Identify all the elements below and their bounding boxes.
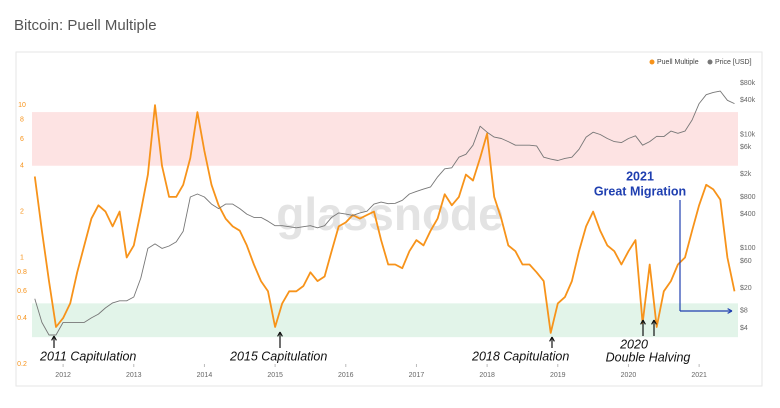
x-tick-label: 2014 <box>197 372 213 379</box>
x-tick-label: 2016 <box>338 372 354 379</box>
watermark: glassnode <box>276 188 504 240</box>
x-tick-label: 2018 <box>479 372 495 379</box>
y-tick-label: 0.4 <box>17 315 27 322</box>
legend-swatch <box>649 59 655 65</box>
y-tick-label: 0.6 <box>17 288 27 295</box>
y2-tick-label: $800 <box>740 194 756 201</box>
x-tick-label: 2017 <box>409 372 425 379</box>
y2-tick-label: $100 <box>740 245 756 252</box>
chart-title: Bitcoin: Puell Multiple <box>14 17 157 34</box>
zone-band <box>32 112 738 166</box>
y2-tick-label: $4 <box>740 325 748 332</box>
arrow-head <box>51 335 57 341</box>
arrow-head <box>549 336 555 342</box>
legend-label: Puell Multiple <box>657 59 699 66</box>
x-tick-label: 2020 <box>621 372 637 379</box>
annotation: 2015 Capitulation <box>229 349 327 363</box>
x-tick-label: 2021 <box>691 372 707 379</box>
annotation: 2020 <box>619 337 648 351</box>
x-tick-label: 2015 <box>267 372 283 379</box>
arrow-head <box>640 319 646 325</box>
y2-tick-label: $400 <box>740 211 756 218</box>
y-tick-label: 1 <box>20 254 24 261</box>
y-tick-label: 0.8 <box>17 269 27 276</box>
y2-tick-label: $40k <box>740 97 756 104</box>
zone-band <box>32 303 738 338</box>
y-tick-label: 4 <box>20 163 24 170</box>
legend-label: Price [USD] <box>715 59 752 66</box>
y2-tick-label: $60 <box>740 258 752 265</box>
y-tick-label: 10 <box>18 102 26 109</box>
y2-tick-label: $80k <box>740 80 756 87</box>
legend-swatch <box>707 59 713 65</box>
y2-tick-label: $2k <box>740 171 752 178</box>
y-tick-label: 6 <box>20 136 24 143</box>
y2-tick-label: $20 <box>740 285 752 292</box>
arrow-head <box>277 331 283 337</box>
series-line <box>33 104 736 334</box>
arrow-head <box>651 319 657 325</box>
annotation: 2011 Capitulation <box>39 349 136 363</box>
y-tick-label: 8 <box>20 117 24 124</box>
annotation: Double Halving <box>606 350 691 364</box>
y2-tick-label: $6k <box>740 144 752 151</box>
annotation: 2021 <box>626 169 654 183</box>
x-tick-label: 2013 <box>126 372 142 379</box>
x-tick-label: 2019 <box>550 372 566 379</box>
arrow-head <box>727 308 733 314</box>
y2-tick-label: $10k <box>740 131 756 138</box>
x-tick-label: 2012 <box>55 372 71 379</box>
y-tick-label: 2 <box>20 208 24 215</box>
annotation: 2018 Capitulation <box>471 349 569 363</box>
series-line <box>34 90 735 336</box>
y2-tick-label: $8 <box>740 308 748 315</box>
annotation: Great Migration <box>594 184 686 198</box>
y-tick-label: 0.2 <box>17 361 27 368</box>
